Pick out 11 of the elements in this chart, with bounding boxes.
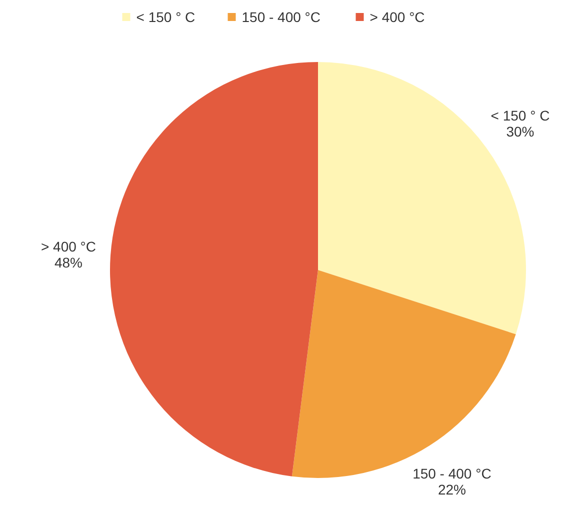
legend-label: < 150 ° C [136, 9, 196, 25]
slice-label: > 400 °C [40, 238, 96, 254]
data-label: 48% [54, 254, 83, 271]
legend-label: 150 - 400 °C [242, 9, 321, 25]
legend-label: > 400 °C [370, 9, 425, 25]
slice-label: 150 - 400 °C [412, 465, 492, 482]
data-label: 22% [438, 481, 466, 498]
pie-slice [110, 62, 318, 476]
slice-label: < 150 ° C [490, 107, 550, 124]
data-label: 30% [506, 123, 534, 140]
pie-slice [292, 270, 516, 478]
